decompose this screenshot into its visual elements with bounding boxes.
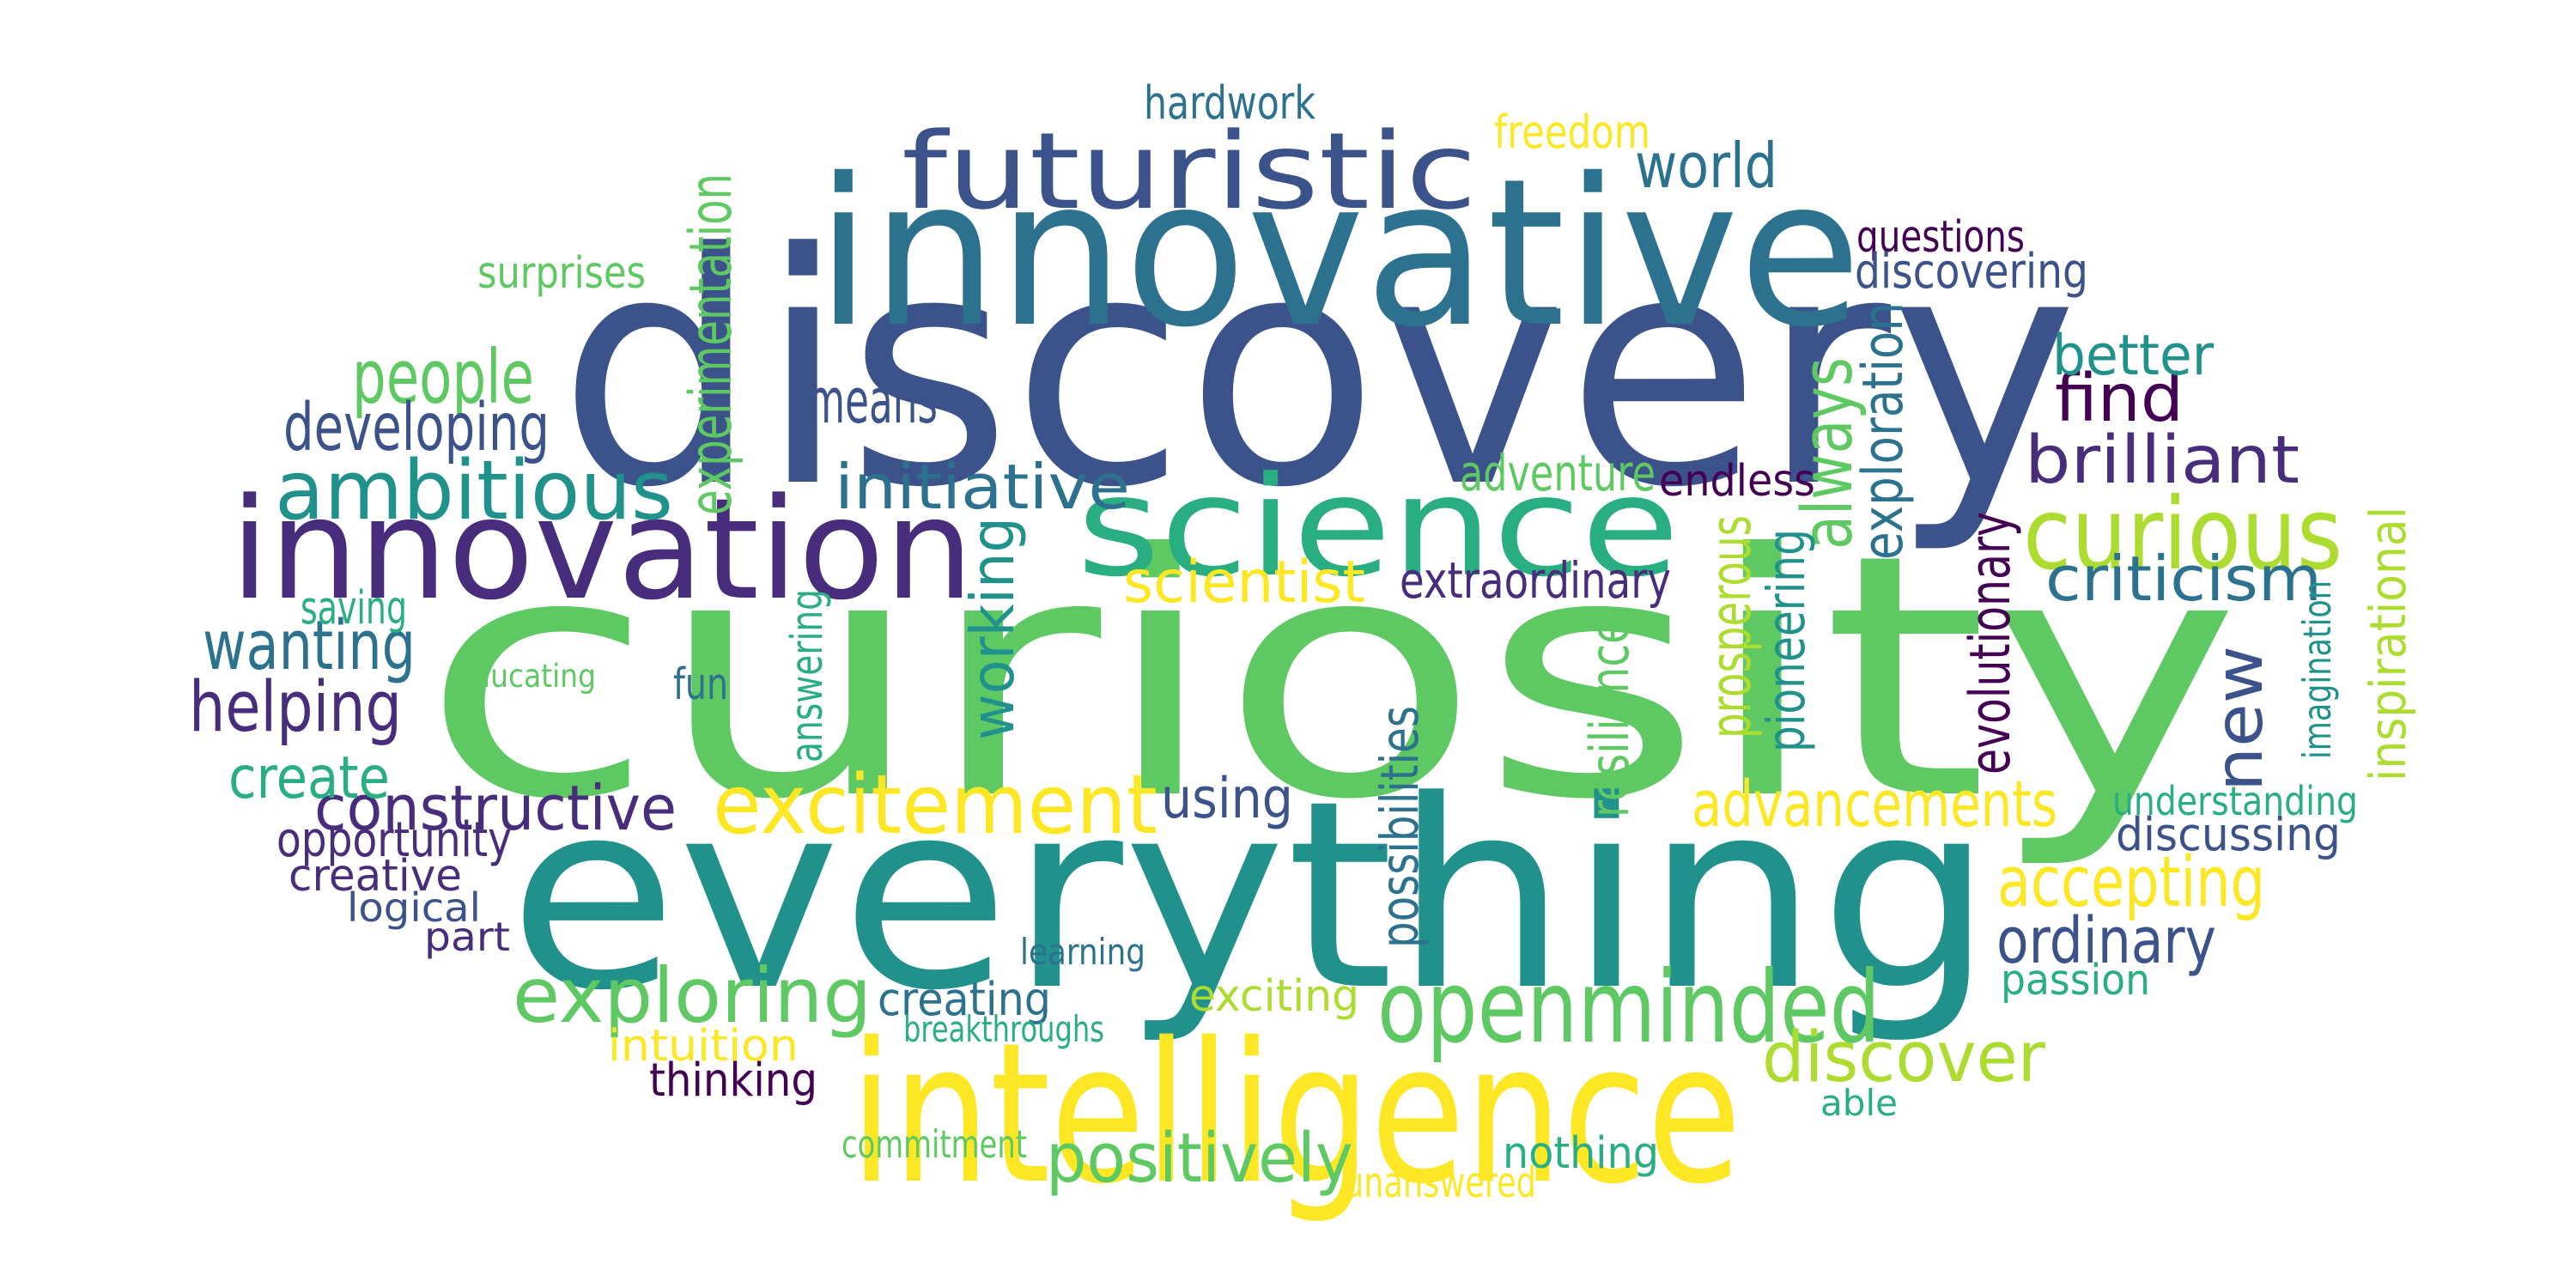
word-world: world: [1635, 130, 1777, 203]
word-ordinary: ordinary: [1996, 903, 2217, 979]
word-ambitious: ambitious: [275, 444, 674, 539]
word-openminded: openminded: [1377, 949, 1880, 1066]
word-endless: endless: [1659, 456, 1815, 507]
word-intelligence: intelligence: [850, 1001, 1742, 1227]
word-find: find: [2055, 361, 2184, 438]
word-unanswered: unanswered: [1344, 1157, 1536, 1207]
word-everything: everything: [508, 744, 1994, 1048]
word-resilience: resilience: [1578, 618, 1642, 817]
word-criticism: criticism: [2045, 543, 2322, 616]
word-advancements: advancements: [1692, 767, 2057, 842]
word-new: new: [2202, 646, 2279, 792]
word-opportunity: opportunity: [276, 811, 512, 868]
word-exploring: exploring: [513, 951, 872, 1041]
word-logical: logical: [347, 884, 481, 931]
word-pioneering: pioneering: [1756, 529, 1817, 752]
word-extraordinary: extraordinary: [1400, 550, 1672, 610]
word-discussing: discussing: [2116, 807, 2342, 862]
word-better: better: [2052, 324, 2215, 389]
word-possibilities: possibilities: [1370, 706, 1431, 948]
word-saving: saving: [301, 580, 408, 635]
word-understanding: understanding: [2112, 777, 2358, 824]
word-thinking: thinking: [649, 1053, 818, 1108]
word-initiative: initiative: [835, 451, 1130, 524]
word-educating: educating: [455, 656, 597, 695]
word-innovation: innovation: [230, 469, 975, 632]
word-experimentation: experimentation: [676, 173, 744, 516]
word-breakthroughs: breakthroughs: [903, 1008, 1104, 1051]
word-part: part: [424, 913, 511, 960]
word-adventure: adventure: [1460, 443, 1656, 502]
word-exciting: exciting: [1189, 971, 1360, 1023]
word-helping: helping: [189, 665, 403, 748]
word-questions: questions: [1856, 212, 2026, 264]
word-brilliant: brilliant: [2025, 422, 2300, 500]
word-nothing: nothing: [1503, 1128, 1659, 1180]
word-prosperous: prosperous: [1699, 514, 1765, 738]
word-science: science: [1077, 446, 1680, 607]
word-positively: positively: [1046, 1118, 1354, 1198]
word-surprises: surprises: [477, 248, 646, 300]
word-able: able: [1820, 1082, 1899, 1125]
word-working: working: [957, 516, 1028, 740]
word-freedom: freedom: [1494, 105, 1651, 160]
word-answering: answering: [782, 589, 834, 762]
word-discovery: discovery: [558, 185, 2079, 557]
word-fun: fun: [673, 659, 729, 711]
word-curiosity: curiosity: [421, 482, 2241, 872]
word-discover: discover: [1762, 1016, 2045, 1098]
word-wanting: wanting: [203, 605, 416, 685]
word-passion: passion: [2001, 955, 2150, 1005]
word-inspirational: inspirational: [2358, 506, 2417, 781]
word-create: create: [228, 743, 391, 811]
word-accepting: accepting: [1997, 841, 2265, 923]
word-scientist: scientist: [1123, 547, 1365, 616]
word-hardwork: hardwork: [1144, 76, 1315, 131]
word-curious: curious: [2023, 476, 2342, 592]
word-discovering: discovering: [1855, 243, 2088, 300]
word-excitement: excitement: [713, 758, 1157, 854]
word-innovative: innovative: [816, 134, 1862, 372]
word-evolutionary: evolutionary: [1959, 512, 2024, 775]
word-creative: creative: [289, 851, 462, 902]
word-learning: learning: [1020, 931, 1146, 974]
word-imagination: imagination: [2296, 580, 2341, 759]
word-futuristic: futuristic: [902, 110, 1478, 234]
word-using: using: [1161, 767, 1293, 832]
word-means: means: [807, 365, 939, 438]
word-developing: developing: [283, 390, 550, 467]
word-people: people: [352, 335, 535, 422]
word-intuition: intuition: [608, 1021, 799, 1072]
word-creating: creating: [878, 972, 1051, 1027]
word-commitment: commitment: [841, 1123, 1027, 1168]
word-constructive: constructive: [314, 772, 677, 845]
word-exploration: exploration: [1851, 302, 1917, 560]
